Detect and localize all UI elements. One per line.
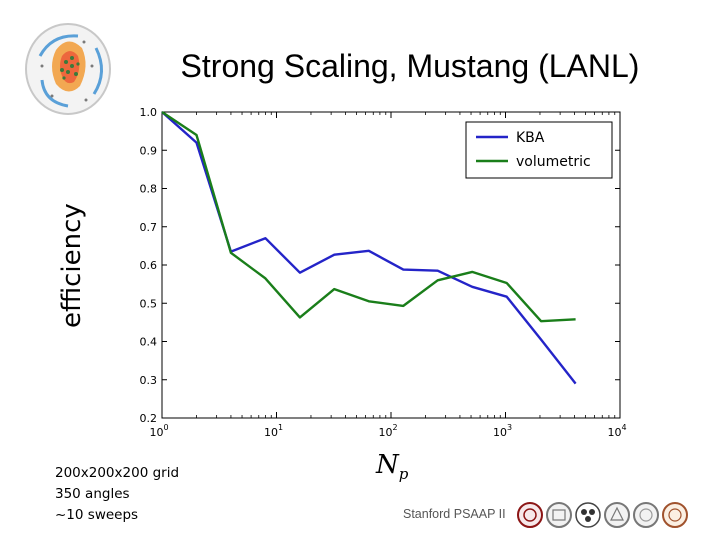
x-tick-exponent: 2 xyxy=(392,423,397,432)
x-tick-exponent: 4 xyxy=(621,423,626,432)
seal-1-icon xyxy=(517,502,543,528)
psaap-logo xyxy=(25,23,111,115)
y-tick-label: 0.4 xyxy=(140,336,158,349)
x-tick-exponent: 3 xyxy=(507,423,512,432)
seal-6-icon xyxy=(662,502,688,528)
y-tick-label: 0.8 xyxy=(140,183,158,196)
series-line-volumetric xyxy=(161,111,576,323)
x-tick-label: 101 xyxy=(264,423,283,439)
x-tick-exponent: 0 xyxy=(163,423,168,432)
y-tick-label: 0.3 xyxy=(140,374,158,387)
y-axis-label: efficiency xyxy=(57,203,87,328)
x-tick-label: 103 xyxy=(493,423,512,439)
seal-4-icon xyxy=(604,502,630,528)
x-axis-label: Np xyxy=(376,450,408,483)
legend-box xyxy=(465,121,613,179)
legend-label-volumetric: volumetric xyxy=(516,154,591,170)
run-notes: 200x200x200 grid 350 angles ~10 sweeps xyxy=(55,463,179,526)
note-sweeps: ~10 sweeps xyxy=(55,507,139,523)
note-grid: 200x200x200 grid xyxy=(55,465,180,481)
seal-5-icon xyxy=(633,502,659,528)
y-tick-label: 0.5 xyxy=(140,297,158,310)
y-tick-label: 1.0 xyxy=(140,106,158,119)
footer-text: Stanford PSAAP II xyxy=(403,507,506,521)
y-tick-label: 0.2 xyxy=(140,412,158,425)
x-tick-label: 102 xyxy=(378,423,397,439)
note-angles: 350 angles xyxy=(55,486,130,502)
x-tick-label: 104 xyxy=(607,423,626,439)
seal-3-icon xyxy=(575,502,601,528)
y-tick-label: 0.6 xyxy=(140,259,158,272)
x-tick-label: 100 xyxy=(149,423,168,439)
legend-label-KBA: KBA xyxy=(516,130,545,146)
x-tick-exponent: 1 xyxy=(278,423,283,432)
x-axis-label-base: N xyxy=(376,450,399,480)
y-tick-label: 0.9 xyxy=(140,144,158,157)
y-tick-label: 0.7 xyxy=(140,221,158,234)
x-axis-label-sub: p xyxy=(398,465,409,484)
seal-2-icon xyxy=(546,502,572,528)
slide-title: Strong Scaling, Mustang (LANL) xyxy=(180,48,640,84)
university-seals xyxy=(517,502,688,528)
